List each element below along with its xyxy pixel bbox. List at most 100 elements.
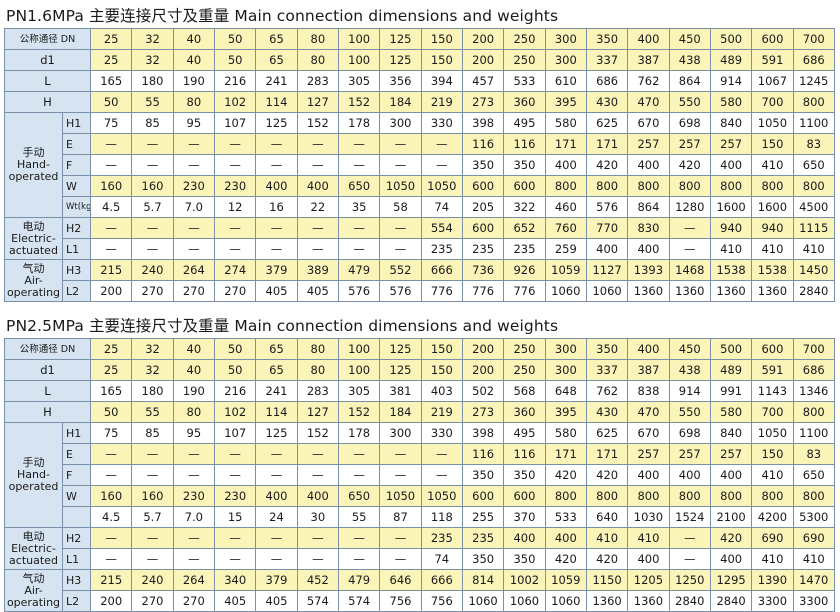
value-cell: 800 — [668, 485, 711, 507]
value-cell: 2840 — [792, 280, 835, 302]
row-label: H — [3, 401, 92, 423]
value-cell: 666 — [420, 569, 463, 591]
value-cell: 235 — [420, 527, 463, 549]
value-cell: 2840 — [668, 590, 711, 612]
table-row: 电动 Electric- actuated H2— — — — — — — —235 235 400… — [4, 527, 835, 570]
row-label: d1 — [3, 359, 92, 381]
value-cell: 150 — [751, 443, 794, 465]
value-cell: 379 — [255, 569, 298, 591]
value-cell: — — [131, 527, 174, 549]
table-row: L2 200 270 270 405 405 574 574 756 756 1060 1060 106… — [5, 590, 835, 612]
value-cell: 1100 — [792, 422, 835, 444]
value-cell: 259 — [544, 238, 587, 260]
value-cell: 270 — [213, 280, 257, 302]
value-cell: 152 — [296, 422, 339, 444]
value-cell: — — [172, 154, 216, 176]
value-cell: 926 — [503, 259, 546, 281]
value-cell: — — [255, 217, 298, 239]
value-cell: 686 — [585, 70, 629, 92]
value-cell: 830 — [627, 217, 670, 239]
value-cell: 840 — [709, 422, 753, 444]
dn-cell: 450 — [668, 28, 711, 50]
value-cell: 800 — [627, 175, 670, 197]
dn-cell: 300 — [544, 28, 587, 50]
value-cell: 215 — [90, 569, 133, 591]
value-cell: 250 — [503, 49, 546, 71]
value-cell: 410 — [627, 527, 670, 549]
dn-cell: 80 — [296, 28, 339, 50]
value-cell: 410 — [709, 238, 753, 260]
value-cell: 235 — [461, 527, 505, 549]
table-row: L 165 180 190 216 241 283 305 381 403 502 568 648 762… — [3, 380, 835, 402]
group-label: 手动 Hand- operated — [4, 422, 63, 528]
value-cell: 1030 — [627, 506, 670, 528]
group-label: 气动 Air- operating — [4, 259, 63, 302]
pn25-title: PN2.5MPa 主要连接尺寸及重量 Main connection dimen… — [6, 317, 559, 335]
value-cell: 230 — [213, 485, 257, 507]
value-cell: 760 — [544, 217, 587, 239]
value-cell: — — [213, 443, 257, 465]
value-cell: 533 — [544, 506, 587, 528]
table-row: 手动 Hand- operated H1 75 85 95 107 125 152 178 300… — [4, 112, 835, 218]
value-cell: 1360 — [627, 280, 670, 302]
value-cell: — — [379, 154, 422, 176]
value-cell: 356 — [379, 70, 422, 92]
sub-row-label: E — [61, 133, 92, 155]
value-cell: 305 — [337, 380, 381, 402]
value-cell: — — [296, 133, 339, 155]
value-cell: 360 — [503, 401, 546, 423]
value-cell: 430 — [585, 91, 629, 113]
value-cell: 1100 — [792, 112, 835, 134]
value-cell: 305 — [337, 70, 381, 92]
value-cell: 646 — [379, 569, 422, 591]
value-cell: 200 — [461, 359, 505, 381]
value-cell: 395 — [544, 401, 587, 423]
value-cell: 666 — [420, 259, 463, 281]
value-cell: — — [379, 238, 422, 260]
dn-cell: 25 — [90, 28, 133, 50]
value-cell: 30 — [296, 506, 339, 528]
table-row: E — — — — — — — — —116 116 171 171 257 257 257 150 83 — [5, 443, 835, 465]
dn-cell: 32 — [131, 28, 174, 50]
value-cell: 648 — [544, 380, 587, 402]
value-cell: 160 — [131, 485, 174, 507]
value-cell: 165 — [90, 70, 133, 92]
value-cell: 1060 — [544, 280, 587, 302]
value-cell: 700 — [751, 91, 794, 113]
value-cell: 241 — [255, 70, 298, 92]
value-cell: 55 — [131, 401, 174, 423]
value-cell: 1127 — [585, 259, 629, 281]
value-cell: 114 — [255, 91, 298, 113]
value-cell: 350 — [503, 464, 546, 486]
value-cell: 489 — [709, 49, 753, 71]
value-cell: 152 — [296, 112, 339, 134]
value-cell: 200 — [461, 49, 505, 71]
group-label: 气动 Air- operating — [4, 569, 63, 612]
value-cell: 379 — [255, 259, 298, 281]
value-cell: 479 — [337, 259, 381, 281]
value-cell: 420 — [544, 548, 587, 570]
value-cell: 16 — [255, 196, 298, 218]
value-cell: 116 — [461, 443, 505, 465]
value-cell: 350 — [503, 548, 546, 570]
value-cell: 591 — [751, 359, 794, 381]
value-cell: 1059 — [544, 569, 587, 591]
value-cell: 171 — [544, 133, 587, 155]
value-cell: — — [668, 548, 711, 570]
value-cell: 257 — [668, 443, 711, 465]
value-cell: — — [337, 548, 381, 570]
value-cell: 686 — [792, 359, 835, 381]
value-cell: 800 — [544, 175, 587, 197]
row-label: L — [3, 70, 92, 92]
value-cell: 1360 — [585, 590, 629, 612]
value-cell: 80 — [172, 91, 216, 113]
value-cell: 75 — [90, 112, 133, 134]
value-cell: 55 — [337, 506, 381, 528]
value-cell: — — [420, 133, 463, 155]
table-row: L 165 180 190 216 241 283 305 356 394 457 533 610 686… — [3, 70, 835, 92]
value-cell: — — [90, 548, 133, 570]
value-cell: 58 — [379, 196, 422, 218]
value-cell: 215 — [90, 259, 133, 281]
value-cell: 150 — [420, 49, 463, 71]
value-cell: 838 — [627, 380, 670, 402]
